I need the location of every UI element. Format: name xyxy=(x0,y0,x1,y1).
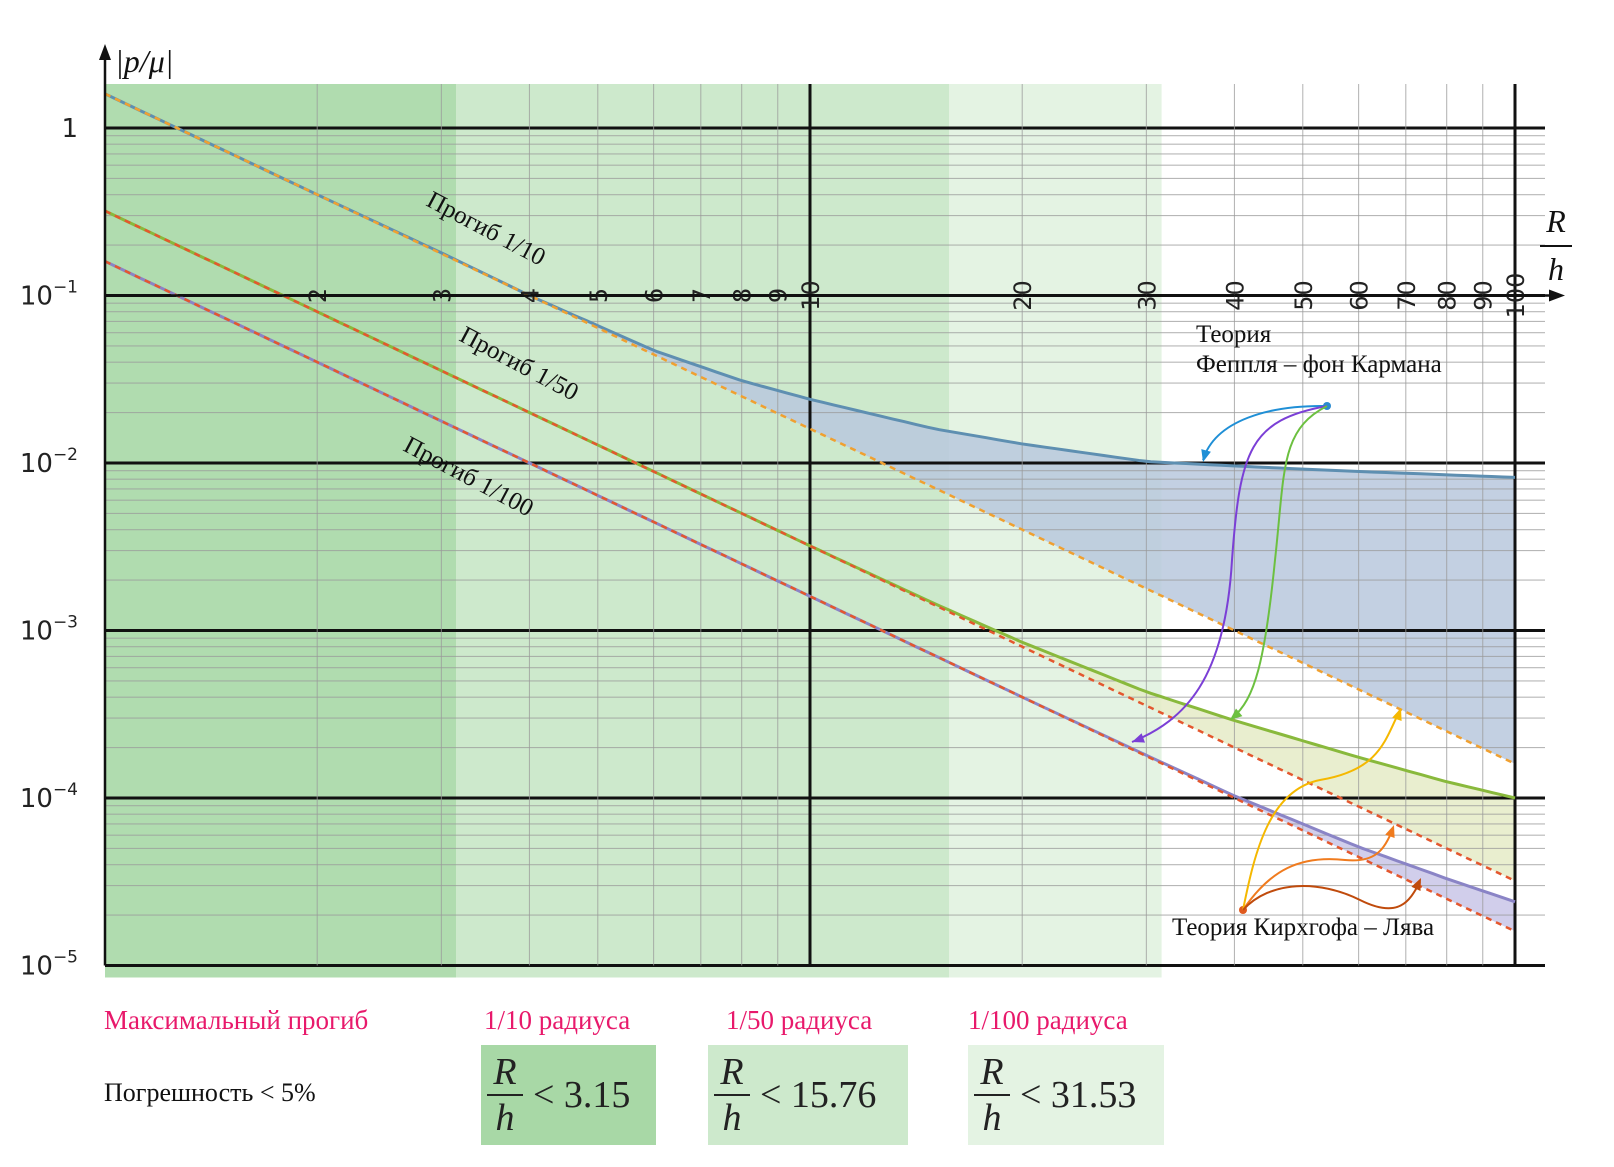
arrow-kirchhoff-1-50-head xyxy=(1385,825,1395,838)
x-axis-arrow xyxy=(1549,289,1565,302)
condition-title-1-50: 1/50 радиуса xyxy=(726,1005,873,1035)
error-label: Погрешность < 5% xyxy=(104,1078,316,1107)
y-tick-label: 10−1 xyxy=(20,278,78,312)
shaded-bands xyxy=(105,84,1162,978)
condition-value: < 15.76 xyxy=(760,1074,877,1116)
y-tick-label: 10−4 xyxy=(20,780,78,814)
arrow-kirchhoff-1-50 xyxy=(1242,827,1394,911)
axes: |p/μ| Rh xyxy=(99,43,1572,966)
y-axis-arrow xyxy=(99,44,111,60)
condition-value: < 31.53 xyxy=(1020,1074,1137,1116)
arrow-foppl-1-50-head xyxy=(1230,708,1243,720)
foppl-label-line2: Феппля – фон Кармана xyxy=(1196,351,1442,378)
log-log-chart: 2 3 4 5 6 7 8 9 10 20 30 40 50 60 70 80 90 100 110−110−21… xyxy=(20,43,1572,982)
arrow-foppl-1-100 xyxy=(1131,405,1328,743)
condition-title-1-100: 1/100 радиуса xyxy=(968,1005,1128,1035)
kirchhoff-label: Теория Кирхгофа – Лява xyxy=(1172,914,1434,941)
annotation-arrows xyxy=(1131,402,1421,914)
arrow-foppl-1-100-head xyxy=(1132,733,1145,743)
y-tick-label: 10−2 xyxy=(20,445,78,479)
x-axis-label-num: R xyxy=(1545,203,1566,239)
y-tick-label: 1 xyxy=(61,114,78,144)
x-axis-label-den: h xyxy=(1548,251,1564,287)
y-tick-labels: 1 10−1 10−2 10−3 10−4 10−5 xyxy=(20,114,78,982)
series-kirchhoff-1-50 xyxy=(104,209,1516,883)
series-kirchhoff-1-10 xyxy=(104,92,1516,765)
arrow-foppl-1-10 xyxy=(1202,404,1328,461)
arrow-kirchhoff-1-10 xyxy=(1242,709,1401,911)
y-axis-label: |p/μ| xyxy=(115,43,174,79)
condition-value: < 3.15 xyxy=(533,1074,631,1116)
arrow-kirchhoff-1-100 xyxy=(1242,881,1421,911)
y-tick-label: 10−3 xyxy=(20,613,78,647)
series-deflection-1-10 xyxy=(104,92,1516,479)
series-kirchhoff-1-100 xyxy=(104,260,1516,933)
band-2 xyxy=(456,84,950,978)
arrow-kirchhoff-1-10-head xyxy=(1392,708,1402,721)
max-deflection-label: Максимальный прогиб xyxy=(104,1005,369,1035)
condition-title-1-10: 1/10 радиуса xyxy=(484,1005,631,1035)
series-deflection-1-100 xyxy=(104,259,1516,904)
y-tick-label: 10−5 xyxy=(20,948,78,982)
foppl-label-line1: Теория xyxy=(1196,321,1272,348)
series-lines xyxy=(104,92,1516,933)
band-1 xyxy=(105,84,457,978)
arrow-kirchhoff-1-100-head xyxy=(1411,878,1421,891)
arrow-foppl-1-50 xyxy=(1231,405,1328,719)
series-deflection-1-50 xyxy=(104,209,1516,800)
arrow-foppl-1-10-head xyxy=(1201,449,1211,462)
grid-lines xyxy=(105,84,1545,967)
